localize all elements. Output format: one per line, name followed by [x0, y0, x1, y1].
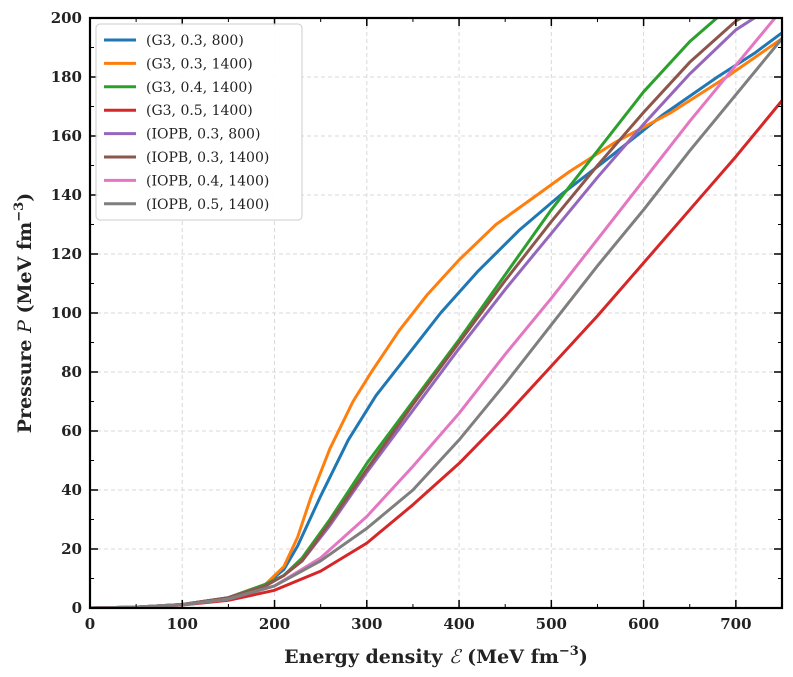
series-group — [90, 18, 782, 608]
x-tick-label: 300 — [351, 615, 382, 633]
legend-label-3: (G3, 0.4, 1400) — [146, 80, 253, 96]
legend-label-1: (G3, 0.3, 800) — [146, 33, 244, 49]
legend-label-8: (IOPB, 0.5, 1400) — [146, 197, 269, 213]
y-tick-label: 140 — [51, 186, 82, 204]
plot-frame — [88, 16, 784, 610]
series-line-8 — [90, 37, 782, 608]
y-tick-label: 40 — [61, 481, 82, 499]
y-axis-title: Pressure P (MeV fm−3) — [12, 193, 36, 433]
x-tick-label: 400 — [443, 615, 474, 633]
x-tick-label: 200 — [259, 615, 290, 633]
y-tick-label: 160 — [51, 127, 82, 145]
legend-label-5: (IOPB, 0.3, 800) — [146, 127, 260, 143]
x-tick-label: 500 — [536, 615, 567, 633]
legend-label-2: (G3, 0.3, 1400) — [146, 56, 253, 72]
y-tick-label: 80 — [61, 363, 82, 381]
y-tick-label: 180 — [51, 68, 82, 86]
y-tick-label: 120 — [51, 245, 82, 263]
legend-label-7: (IOPB, 0.4, 1400) — [146, 173, 269, 189]
y-tick-label: 20 — [61, 540, 82, 558]
y-tick-label: 60 — [61, 422, 82, 440]
y-tick-label: 100 — [51, 304, 82, 322]
tick-labels: 0 100 200 300 400 500 600 700 0 20 40 60 80 100 120 140… — [51, 9, 752, 633]
x-axis-title: Energy density ℰ (MeV fm−3) — [284, 644, 588, 668]
x-tick-label: 100 — [167, 615, 198, 633]
x-tick-label: 0 — [85, 615, 95, 633]
y-tick-label: 0 — [72, 599, 82, 617]
legend-label-4: (G3, 0.5, 1400) — [146, 103, 253, 119]
legend-frame — [95, 23, 303, 221]
x-tick-label: 600 — [628, 615, 659, 633]
y-tick-label: 200 — [51, 9, 82, 27]
x-tick-label: 700 — [720, 615, 751, 633]
legend: (G3, 0.3, 800) (G3, 0.3, 1400) (G3, 0.4, 1… — [95, 23, 303, 221]
legend-label-6: (IOPB, 0.3, 1400) — [146, 150, 269, 166]
